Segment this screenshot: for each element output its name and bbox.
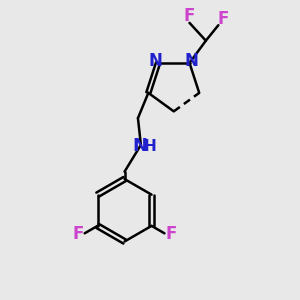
Text: N: N xyxy=(185,52,199,70)
Text: F: F xyxy=(72,225,84,243)
Text: F: F xyxy=(183,7,195,25)
Text: N: N xyxy=(149,52,163,70)
Text: H: H xyxy=(144,139,157,154)
Text: F: F xyxy=(165,225,177,243)
Text: N: N xyxy=(132,137,147,155)
Text: F: F xyxy=(217,10,229,28)
